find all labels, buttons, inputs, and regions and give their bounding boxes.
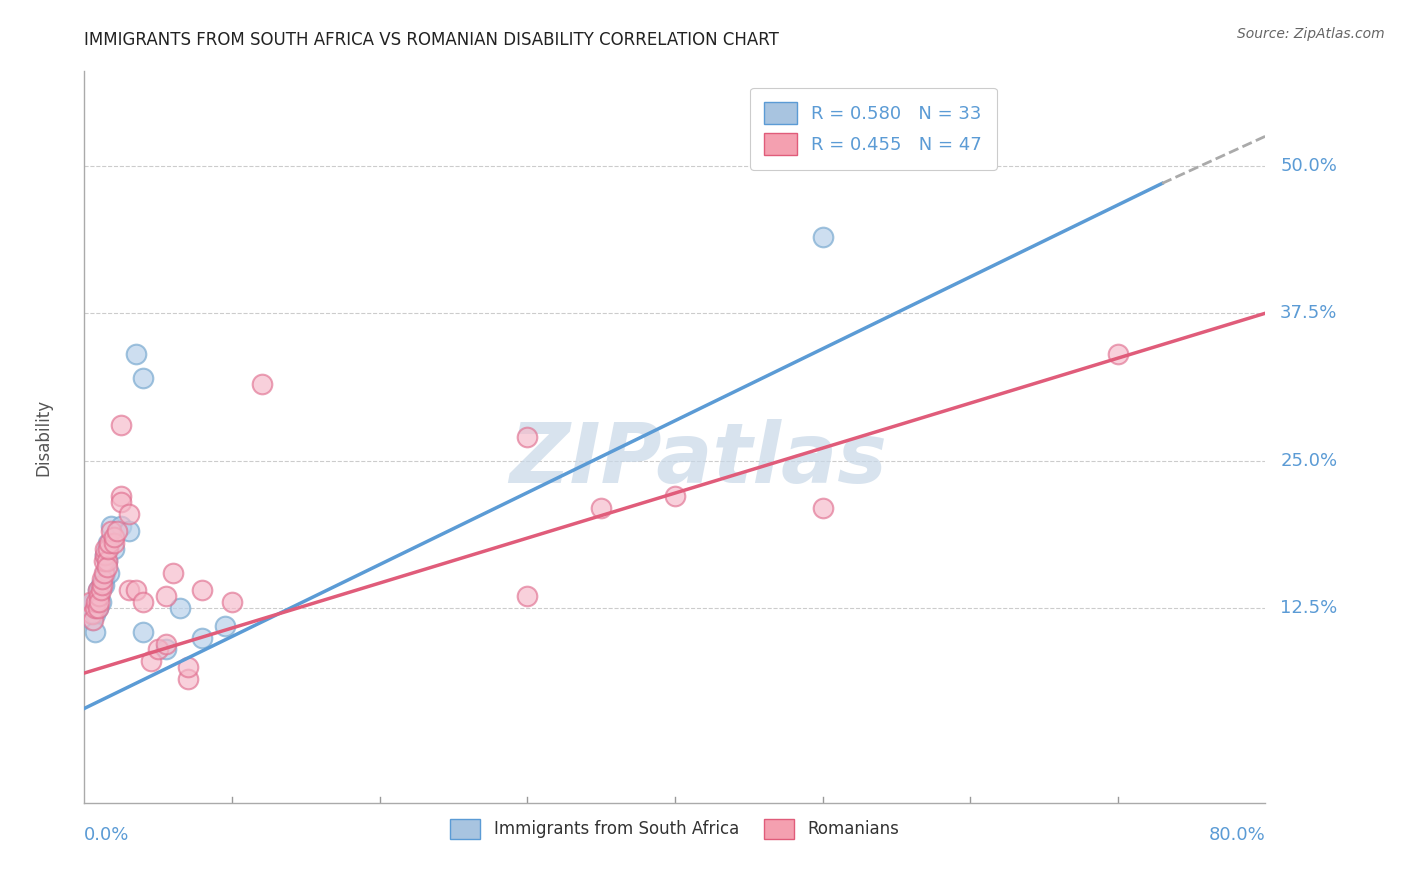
Point	[94, 542, 117, 557]
Point	[86, 601, 108, 615]
Point	[96, 554, 118, 568]
Point	[139, 654, 162, 668]
Text: 80.0%: 80.0%	[1209, 826, 1265, 845]
Point	[811, 229, 834, 244]
Point	[98, 566, 121, 580]
Point	[80, 607, 103, 621]
Point	[100, 524, 122, 539]
Point	[110, 495, 132, 509]
Point	[93, 554, 115, 568]
Point	[94, 548, 117, 562]
Point	[125, 347, 148, 361]
Point	[94, 566, 117, 580]
Point	[110, 518, 132, 533]
Point	[516, 430, 538, 444]
Point	[87, 583, 111, 598]
Text: Source: ZipAtlas.com: Source: ZipAtlas.com	[1237, 27, 1385, 41]
Point	[86, 583, 108, 598]
Point	[103, 542, 125, 557]
Point	[105, 524, 128, 539]
Point	[93, 572, 115, 586]
Point	[90, 595, 112, 609]
Point	[214, 619, 236, 633]
Point	[177, 660, 200, 674]
Point	[118, 524, 141, 539]
Point	[80, 613, 103, 627]
Text: IMMIGRANTS FROM SOUTH AFRICA VS ROMANIAN DISABILITY CORRELATION CHART: IMMIGRANTS FROM SOUTH AFRICA VS ROMANIAN…	[84, 31, 779, 49]
Point	[84, 595, 107, 609]
Point	[148, 642, 170, 657]
Point	[103, 536, 125, 550]
Point	[94, 548, 117, 562]
Point	[87, 590, 111, 604]
Point	[91, 577, 114, 591]
Point	[132, 595, 155, 609]
Point	[82, 613, 104, 627]
Point	[516, 590, 538, 604]
Point	[155, 590, 177, 604]
Legend: Immigrants from South Africa, Romanians: Immigrants from South Africa, Romanians	[444, 812, 905, 846]
Point	[93, 566, 115, 580]
Point	[221, 595, 243, 609]
Text: 50.0%: 50.0%	[1281, 157, 1337, 175]
Text: 12.5%: 12.5%	[1281, 599, 1337, 617]
Point	[250, 376, 273, 391]
Point	[97, 536, 120, 550]
Point	[162, 566, 184, 580]
Point	[87, 595, 111, 609]
Point	[100, 518, 122, 533]
Point	[87, 590, 111, 604]
Point	[83, 624, 105, 639]
Point	[90, 577, 112, 591]
Point	[191, 631, 214, 645]
Point	[811, 500, 834, 515]
Point	[96, 542, 118, 557]
Point	[84, 595, 107, 609]
Point	[110, 418, 132, 433]
Point	[1107, 347, 1129, 361]
Point	[110, 489, 132, 503]
Point	[83, 607, 105, 621]
Point	[96, 554, 118, 568]
Point	[98, 536, 121, 550]
Point	[132, 624, 155, 639]
Point	[86, 601, 108, 615]
Text: 0.0%: 0.0%	[84, 826, 129, 845]
Text: 37.5%: 37.5%	[1281, 304, 1337, 322]
Point	[125, 583, 148, 598]
Point	[93, 577, 115, 591]
Point	[191, 583, 214, 598]
Text: 25.0%: 25.0%	[1281, 451, 1337, 470]
Point	[83, 601, 105, 615]
Point	[79, 595, 101, 609]
Point	[177, 672, 200, 686]
Point	[91, 572, 114, 586]
Point	[132, 371, 155, 385]
Point	[90, 583, 112, 598]
Point	[97, 542, 120, 557]
Point	[118, 507, 141, 521]
Point	[86, 583, 108, 598]
Point	[155, 642, 177, 657]
Text: Disability: Disability	[34, 399, 52, 475]
Point	[664, 489, 686, 503]
Point	[96, 559, 118, 574]
Point	[103, 530, 125, 544]
Point	[591, 500, 613, 515]
Point	[155, 636, 177, 650]
Point	[169, 601, 191, 615]
Point	[118, 583, 141, 598]
Point	[79, 601, 101, 615]
Point	[82, 595, 104, 609]
Text: ZIPatlas: ZIPatlas	[509, 418, 887, 500]
Point	[91, 577, 114, 591]
